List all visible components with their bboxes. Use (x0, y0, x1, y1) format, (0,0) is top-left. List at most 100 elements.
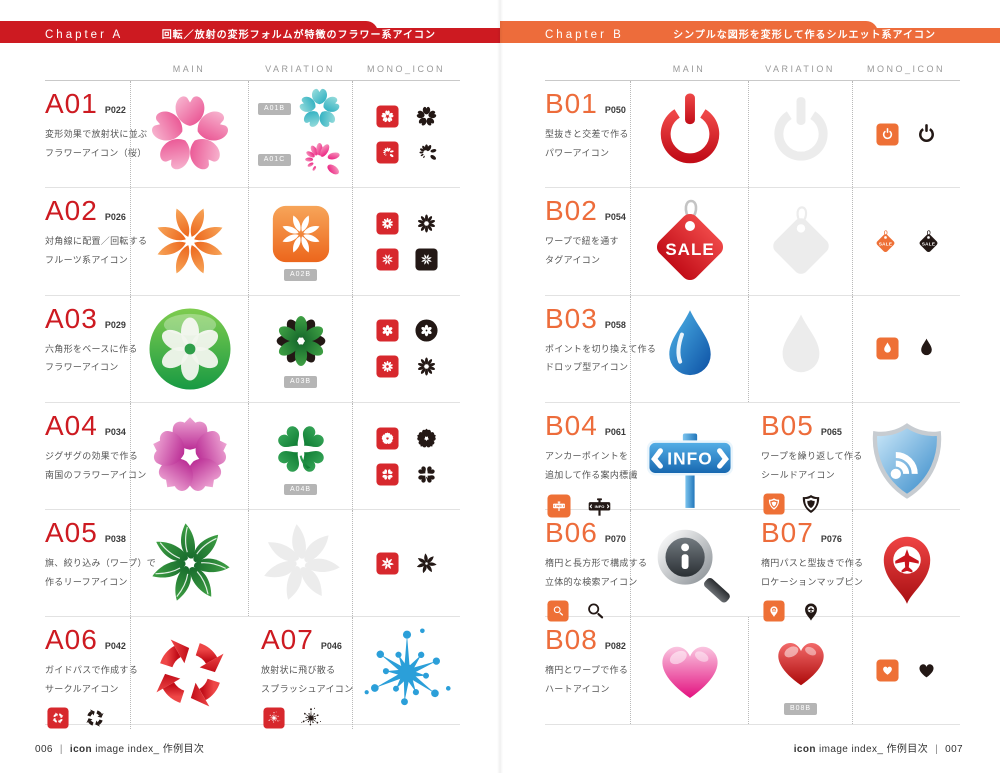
variation-tag: A01C (257, 153, 292, 166)
description-line: 追加して作る案内標識 (545, 469, 638, 480)
chapter-label: Chapter B (545, 29, 624, 41)
column-headers: MAIN VARIATION MONO_ICON (545, 64, 960, 81)
map-pin-icon (800, 600, 822, 622)
power-icon (915, 123, 938, 146)
row-list: A01 P022 変形効果で放射状に並ぶ フラワーアイコン（桜） A01B A01C A02… (45, 81, 460, 730)
table-row-B08: B08 P082 楕円とワープで作る ハートアイコン B08B (545, 617, 960, 725)
sakura-icon (375, 105, 399, 128)
info-sign-icon: INFO (639, 410, 741, 512)
entry-code-line: B08 P082 (545, 626, 626, 654)
leaf-pinwheel-icon (257, 519, 345, 607)
svg-text:SALE: SALE (921, 241, 934, 246)
description-line: ワープを繰り返して作る (761, 450, 863, 461)
entry-code: B06 (545, 517, 598, 549)
mono-icon-pair (375, 319, 438, 342)
variation-cell: A04B (248, 402, 352, 510)
table-row-A04: A04 P034 ジグザグの効果で作る 南国のフラワーアイコン A04B (45, 402, 460, 511)
footer-title: image index_ 作例目次 (92, 744, 205, 755)
power-icon (645, 89, 735, 179)
mono-icon-cell (852, 81, 960, 188)
mono-icon-pair (547, 600, 606, 622)
entry-label-B01: B01 P050 型抜きと交差で作る パワーアイコン (545, 81, 630, 187)
hibiscus-icon (145, 411, 235, 501)
chapter-label: Chapter A (45, 29, 124, 41)
col-header-variation: VARIATION (765, 64, 835, 74)
entry-code: A06 (45, 624, 98, 656)
entry-description: 放射状に飛び散る スプラッシュアイコン (261, 661, 353, 699)
magnifier-icon (641, 517, 739, 615)
main-icon-cell: INFO (630, 402, 748, 520)
entry-code-line: A07 P046 (261, 626, 342, 654)
heart-icon (875, 659, 899, 682)
entry-code: A01 (45, 88, 98, 119)
petal-swirl-icon (375, 141, 399, 164)
entry-label-A04: A04 P034 ジグザグの効果で作る 南国のフラワーアイコン (45, 403, 146, 509)
splash-icon (359, 625, 455, 721)
entry-description: 六角形をベースに作る フラワーアイコン (45, 340, 138, 378)
mono-icon-cell (852, 295, 960, 402)
flower6-icon (414, 319, 438, 342)
table-row-B03: B03 P058 ポイントを切り換えて作る ドロップ型アイコン (545, 295, 960, 403)
entry-description: ガイドパスで作成する サークルアイコン (45, 661, 138, 699)
mono-icon-cell (352, 295, 460, 402)
table-row-B02: B02 P054 ワープで紐を通す タグアイコン SALE SALE SALE (545, 188, 960, 296)
description-line: タグアイコン (545, 255, 601, 266)
mono-icon-pair (375, 462, 438, 486)
entry-page-number: P026 (104, 212, 126, 223)
table-row-A01: A01 P022 変形効果で放射状に並ぶ フラワーアイコン（桜） A01B A01C (45, 81, 460, 189)
entry-page-number: P065 (820, 426, 842, 437)
entry-description: ジグザグの効果で作る 南国のフラワーアイコン (45, 447, 147, 485)
footer-title: image index_ 作例目次 (815, 744, 929, 755)
entry-code-line: B07 P076 (761, 519, 842, 547)
info-sign-icon: INFO (547, 494, 571, 518)
variation-cell: B08B (748, 617, 852, 724)
entry-page-number: P058 (604, 319, 626, 330)
drop-icon (645, 304, 735, 394)
description-line: ガイドパスで作成する (45, 665, 139, 676)
entry-description: 楕円とワープで作る ハートアイコン (545, 661, 628, 699)
entry-code-line: B03 P058 (545, 304, 626, 333)
variation-tag: A01B (257, 102, 292, 115)
entry-description: ポイントを切り換えて作る ドロップ型アイコン (545, 340, 656, 378)
sakura-icon (145, 89, 235, 179)
petal-swirl-icon (415, 141, 438, 164)
table-row: B04 P061 アンカーポイントを 追加して作る案内標識 INFO INFO INFO B0… (545, 402, 960, 520)
main-icon-cell: SALE (630, 188, 748, 295)
description-line: ドロップ型アイコン (545, 362, 629, 373)
description-line: 立体的な検索アイコン (545, 577, 638, 588)
mono-icon-pair (763, 600, 822, 622)
table-row: B06 P070 楕円と長方形で構成する 立体的な検索アイコン B07 P076 楕円パスと… (545, 510, 960, 622)
description-line: フラワーアイコン (45, 362, 119, 373)
entry-page-number: P082 (604, 641, 626, 652)
mono-icon-grid (375, 105, 438, 164)
sale-tag-icon: SALE (872, 228, 899, 255)
map-pin-icon (864, 523, 950, 609)
mono-icon-cell (852, 617, 960, 724)
mono-icon-pair (763, 493, 822, 515)
sale-tag-icon (759, 199, 843, 283)
flower10-icon (375, 355, 399, 378)
description-line: サークルアイコン (45, 684, 119, 695)
mono-icon-grid (375, 212, 438, 271)
description-line: 旗、絞り込み（ワープ）で (45, 558, 157, 569)
entry-label-B04: B04 P061 アンカーポイントを 追加して作る案内標識 INFO INFO (545, 403, 637, 520)
main-icon-cell (630, 617, 748, 724)
mono-icon-pair (375, 141, 438, 164)
main-icon-cell (630, 295, 748, 402)
sale-tag-icon: SALE (915, 228, 942, 255)
sale-tag-icon: SALE (640, 191, 740, 291)
col-header-main: MAIN (672, 64, 706, 74)
map-pin-icon (763, 600, 785, 622)
entry-description: 楕円と長方形で構成する 立体的な検索アイコン (545, 554, 647, 592)
description-line: 楕円パスと型抜きで作る (761, 558, 864, 569)
main-icon-cell (130, 188, 248, 295)
flower12-icon (269, 309, 333, 373)
chapter-subtitle: 回転／放射の変形フォルムが特徴のフラワー系アイコン (161, 30, 436, 41)
row-list: B01 P050 型抜きと交差で作る パワーアイコン B02 P054 ワープで紐を通す タグ… (545, 81, 960, 725)
entry-code: A03 (45, 302, 98, 334)
entry-label-A02: A02 P026 対角線に配置／回転する フルーツ系アイコン (45, 188, 147, 294)
entry-code-line: A05 P038 (45, 519, 126, 547)
main-icon-cell (130, 81, 248, 188)
hibiscus-icon (375, 426, 399, 450)
entry-code-line: B01 P050 (545, 90, 626, 118)
